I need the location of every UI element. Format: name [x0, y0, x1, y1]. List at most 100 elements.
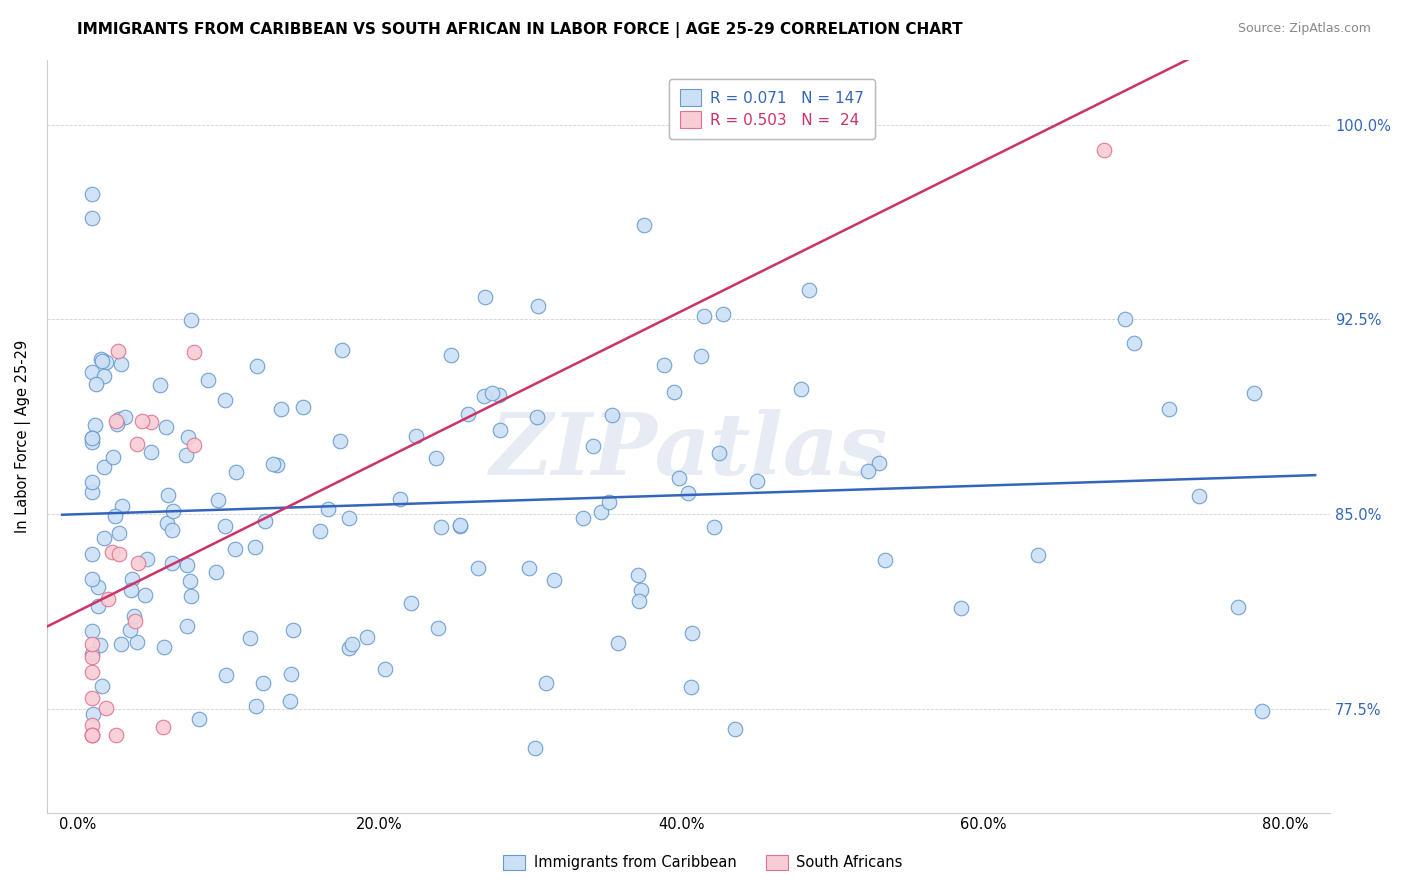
Point — [121, 572, 143, 586]
Point — [108, 548, 131, 562]
Point — [82, 548, 104, 562]
Point — [711, 307, 734, 321]
Point — [949, 600, 972, 615]
Point — [205, 566, 228, 580]
Point — [262, 457, 284, 471]
Point — [1092, 144, 1115, 158]
Point — [662, 385, 685, 400]
Point — [180, 590, 202, 604]
Point — [125, 634, 148, 648]
Point — [628, 594, 651, 608]
Point — [627, 567, 650, 582]
Point — [214, 392, 236, 407]
Point — [105, 417, 128, 432]
Point — [790, 382, 813, 396]
Point — [89, 638, 111, 652]
Point — [82, 706, 104, 721]
Point — [103, 450, 125, 464]
Legend: Immigrants from Caribbean, South Africans: Immigrants from Caribbean, South African… — [498, 848, 908, 876]
Point — [652, 358, 675, 372]
Point — [266, 458, 288, 472]
Point — [1226, 599, 1249, 614]
Point — [429, 520, 451, 534]
Point — [703, 519, 725, 533]
Point — [745, 474, 768, 488]
Point — [110, 636, 132, 650]
Point — [337, 641, 360, 656]
Point — [689, 349, 711, 363]
Point — [149, 377, 172, 392]
Point — [316, 502, 339, 516]
Text: IMMIGRANTS FROM CARIBBEAN VS SOUTH AFRICAN IN LABOR FORCE | AGE 25-29 CORRELATIO: IMMIGRANTS FROM CARIBBEAN VS SOUTH AFRIC… — [77, 22, 963, 38]
Point — [245, 699, 267, 714]
Point — [225, 465, 247, 479]
Point — [399, 596, 422, 610]
Point — [82, 435, 104, 450]
Point — [440, 348, 463, 362]
Point — [183, 345, 205, 359]
Point — [94, 701, 117, 715]
Point — [82, 211, 104, 225]
Point — [1122, 336, 1144, 351]
Point — [82, 665, 104, 679]
Point — [292, 400, 315, 414]
Point — [633, 219, 655, 233]
Point — [630, 582, 652, 597]
Point — [120, 582, 142, 597]
Point — [329, 434, 352, 448]
Point — [449, 517, 471, 532]
Point — [188, 712, 211, 726]
Point — [127, 556, 149, 570]
Point — [131, 414, 153, 428]
Point — [488, 388, 510, 402]
Point — [176, 619, 198, 633]
Point — [82, 728, 104, 742]
Point — [405, 429, 427, 443]
Point — [82, 624, 104, 638]
Point — [93, 532, 115, 546]
Point — [1243, 385, 1265, 400]
Point — [214, 519, 236, 533]
Point — [152, 720, 174, 734]
Point — [94, 354, 117, 368]
Point — [153, 640, 176, 654]
Text: ZIPatlas: ZIPatlas — [489, 409, 887, 493]
Point — [1114, 311, 1136, 326]
Point — [108, 525, 131, 540]
Point — [82, 637, 104, 651]
Point — [600, 408, 623, 422]
Point — [524, 741, 547, 756]
Point — [82, 728, 104, 742]
Point — [724, 722, 747, 736]
Point — [136, 552, 159, 566]
Point — [111, 499, 134, 513]
Point — [104, 414, 127, 428]
Point — [668, 471, 690, 485]
Point — [607, 636, 630, 650]
Point — [180, 312, 202, 326]
Point — [224, 541, 246, 556]
Point — [457, 407, 479, 421]
Point — [543, 574, 565, 588]
Point — [374, 662, 396, 676]
Point — [1028, 548, 1050, 562]
Point — [110, 357, 132, 371]
Point — [107, 344, 129, 359]
Point — [90, 679, 112, 693]
Point — [82, 485, 104, 500]
Point — [97, 592, 120, 607]
Point — [124, 614, 146, 628]
Point — [472, 389, 495, 403]
Point — [215, 668, 238, 682]
Text: Source: ZipAtlas.com: Source: ZipAtlas.com — [1237, 22, 1371, 36]
Point — [82, 431, 104, 445]
Point — [82, 728, 104, 742]
Point — [270, 401, 292, 416]
Point — [389, 492, 412, 507]
Point — [114, 409, 136, 424]
Point — [82, 572, 104, 586]
Point — [337, 510, 360, 524]
Point — [449, 519, 471, 533]
Point — [598, 495, 620, 509]
Point — [207, 492, 229, 507]
